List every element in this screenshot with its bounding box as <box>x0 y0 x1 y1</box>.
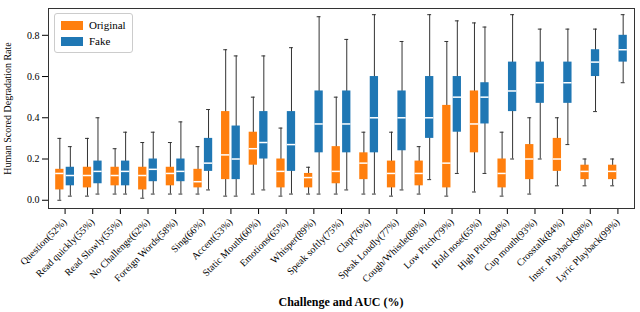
svg-text:Accent(53%): Accent(53%) <box>189 216 235 262</box>
svg-text:Cough/Whistle(88%): Cough/Whistle(88%) <box>359 216 429 285</box>
svg-text:Instr. Playback(98%): Instr. Playback(98%) <box>526 216 594 284</box>
svg-text:Sing(66%): Sing(66%) <box>168 216 207 255</box>
svg-text:Clap(76%): Clap(76%) <box>334 216 373 255</box>
svg-text:Whisper(89%): Whisper(89%) <box>268 216 318 266</box>
svg-text:Cup mouth(93%): Cup mouth(93%) <box>481 216 539 274</box>
svg-text:High Pitch(94%): High Pitch(94%) <box>455 216 511 273</box>
svg-text:0.8: 0.8 <box>27 30 40 41</box>
svg-text:Lyric Playback(99%): Lyric Playback(99%) <box>554 216 623 285</box>
svg-text:Read Slowly(55%): Read Slowly(55%) <box>62 216 124 278</box>
svg-text:Static Mouth(60%): Static Mouth(60%) <box>200 216 263 279</box>
svg-text:Human Scored Degradation Rate: Human Scored Degradation Rate <box>2 42 13 175</box>
svg-text:Low Pitch(79%): Low Pitch(79%) <box>401 216 456 271</box>
svg-text:0.2: 0.2 <box>27 153 40 164</box>
svg-text:Foreign Words(58%): Foreign Words(58%) <box>112 216 180 284</box>
html-text:Challenge and AUC (%): Challenge and AUC (%) <box>278 295 404 309</box>
html-text:Original: Original <box>89 19 126 31</box>
svg-text:Emotions(65%): Emotions(65%) <box>237 216 290 269</box>
svg-text:0.4: 0.4 <box>27 112 40 123</box>
svg-text:Read quickly(55%): Read quickly(55%) <box>33 216 97 280</box>
svg-text:Hold nose(65%): Hold nose(65%) <box>429 216 484 271</box>
svg-text:No Challenge(62%): No Challenge(62%) <box>87 216 152 281</box>
svg-text:0.6: 0.6 <box>27 71 40 82</box>
svg-text:Speak Loudly(77%): Speak Loudly(77%) <box>335 216 401 282</box>
svg-text:Crosstalk(84%): Crosstalk(84%) <box>514 216 567 269</box>
html-text:Fake: Fake <box>89 35 111 47</box>
svg-text:Speak softly(75%): Speak softly(75%) <box>284 216 346 277</box>
svg-text:Question(52%): Question(52%) <box>17 216 69 268</box>
svg-text:0.0: 0.0 <box>27 194 40 205</box>
